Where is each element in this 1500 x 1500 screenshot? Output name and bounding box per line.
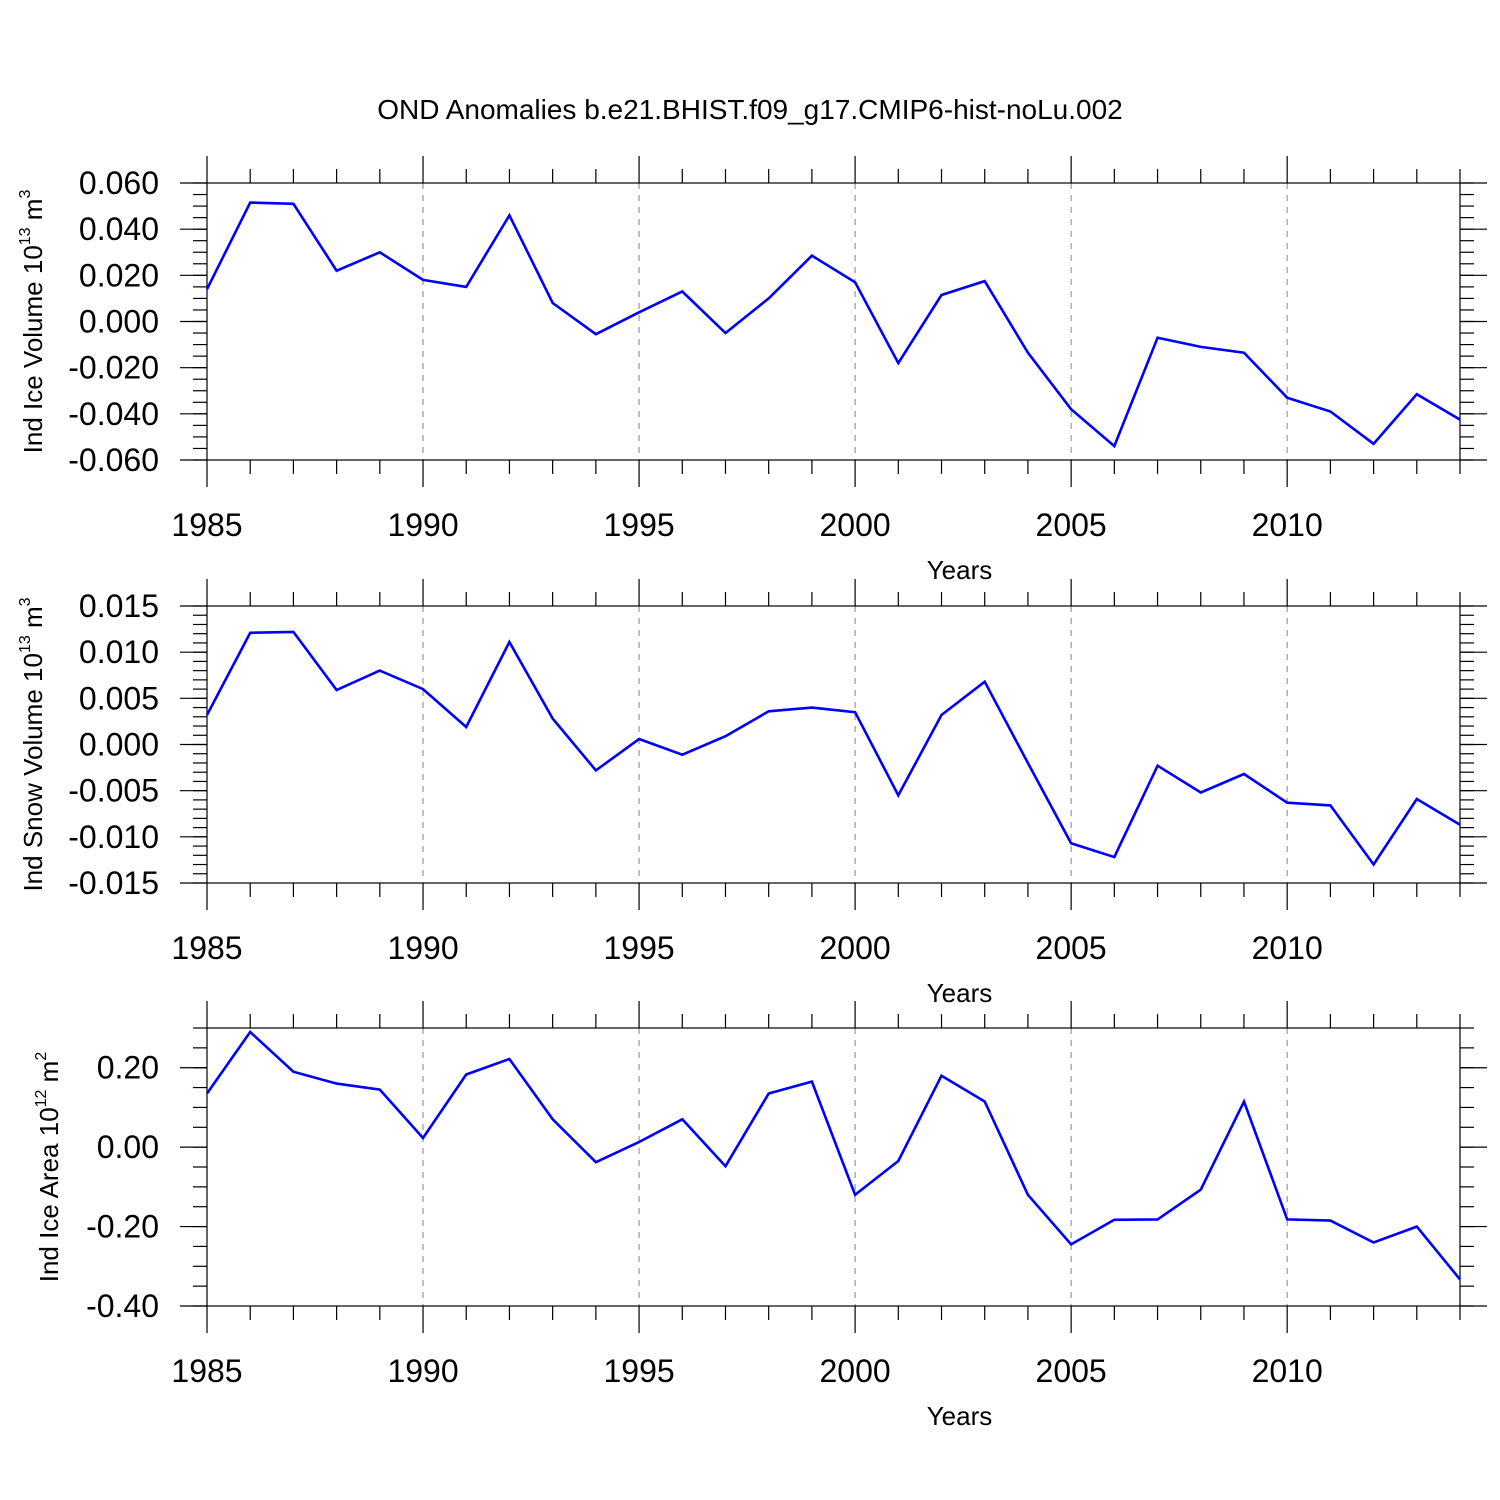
- y-tick-label: -0.40: [86, 1288, 159, 1324]
- panel-2: 1985 1990 1995 2000 2005 2010 Years 0.015 0.010 0…: [17, 579, 1487, 1008]
- y-axis-label-unit-exponent: 2: [33, 1052, 50, 1061]
- y-tick-label: -0.20: [86, 1209, 159, 1245]
- y-tick-label: -0.010: [68, 819, 159, 855]
- x-tick-label: 1995: [603, 930, 674, 966]
- x-tick-label: 2010: [1252, 930, 1323, 966]
- y-tick-label: 0.020: [79, 257, 159, 293]
- x-tick-label: 1990: [387, 507, 458, 543]
- x-tick-label: 1985: [171, 507, 242, 543]
- series-line: [205, 630, 1461, 867]
- y-axis-label-unit: m: [18, 606, 48, 635]
- x-tick-label: 2010: [1252, 507, 1323, 543]
- figure-title: OND Anomalies b.e21.BHIST.f09_g17.CMIP6-…: [377, 94, 1123, 125]
- y-tick-label: 0.000: [79, 304, 159, 340]
- y-axis-label-exponent: 13: [17, 227, 34, 245]
- y-tick-label: 0.005: [79, 680, 159, 716]
- y-axis-label: Ind Ice Volume 1013 m3: [17, 190, 48, 454]
- y-tick-label: 0.010: [79, 634, 159, 670]
- panel-3: 1985 1990 1995 2000 2005 2010 Years 0.20 0.00 -0.…: [33, 1001, 1487, 1431]
- plot-frame: [206, 1027, 1461, 1307]
- x-tick-label: 2005: [1036, 1353, 1107, 1389]
- y-axis-label-base: Ind Ice Volume 10: [18, 245, 48, 453]
- panels-group: 1985 1990 1995 2000 2005 2010 Years 0.060 0.040 0…: [17, 156, 1487, 1431]
- x-tick-label: 1985: [171, 1353, 242, 1389]
- y-axis-label-unit: m: [34, 1061, 64, 1090]
- x-tick-label: 2005: [1036, 930, 1107, 966]
- y-tick-label: 0.015: [79, 588, 159, 624]
- y-tick-label: 0.00: [97, 1129, 159, 1165]
- y-tick-label: -0.020: [68, 350, 159, 386]
- x-tick-label: 2000: [820, 507, 891, 543]
- y-tick-label: -0.015: [68, 865, 159, 901]
- y-tick-label: 0.040: [79, 211, 159, 247]
- y-axis-label-base: Ind Ice Area 10: [34, 1107, 64, 1282]
- x-axis-label: Years: [927, 978, 993, 1008]
- x-tick-label: 2000: [820, 1353, 891, 1389]
- x-axis-label: Years: [927, 1401, 993, 1431]
- y-axis-label-exponent: 13: [17, 635, 34, 653]
- panel-1: 1985 1990 1995 2000 2005 2010 Years 0.060 0.040 0…: [17, 156, 1487, 585]
- y-axis-label: Ind Snow Volume 1013 m3: [17, 597, 48, 891]
- y-axis-label-exponent: 12: [33, 1089, 50, 1107]
- y-axis-label: Ind Ice Area 1012 m2: [33, 1052, 64, 1283]
- plot-frame: [206, 605, 1461, 884]
- y-tick-label: -0.040: [68, 396, 159, 432]
- y-axis-label-unit: m: [18, 199, 48, 228]
- x-tick-label: 1990: [387, 1353, 458, 1389]
- x-tick-label: 1990: [387, 930, 458, 966]
- y-axis-label-base: Ind Snow Volume 10: [18, 653, 48, 892]
- y-tick-label: 0.000: [79, 727, 159, 763]
- series-line: [205, 1030, 1462, 1281]
- x-axis-label: Years: [927, 555, 993, 585]
- x-tick-label: 2010: [1252, 1353, 1323, 1389]
- y-tick-label: -0.060: [68, 442, 159, 478]
- x-tick-label: 1995: [603, 507, 674, 543]
- x-tick-label: 1985: [171, 930, 242, 966]
- series-line: [205, 201, 1461, 449]
- x-tick-label: 2000: [820, 930, 891, 966]
- y-axis-label-unit-exponent: 3: [17, 597, 34, 606]
- x-tick-label: 2005: [1036, 507, 1107, 543]
- y-tick-label: 0.20: [97, 1050, 159, 1086]
- plot-frame: [206, 182, 1461, 461]
- x-tick-label: 1995: [603, 1353, 674, 1389]
- y-tick-label: 0.060: [79, 165, 159, 201]
- y-axis-label-unit-exponent: 3: [17, 190, 34, 199]
- y-tick-label: -0.005: [68, 773, 159, 809]
